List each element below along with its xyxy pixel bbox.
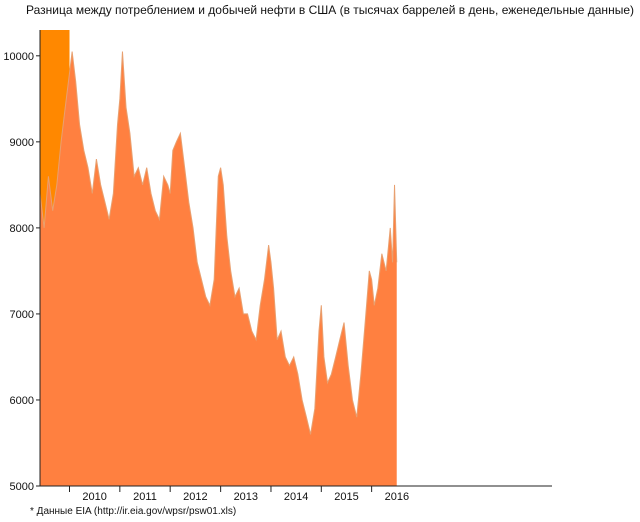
x-tick-label: 2010	[82, 491, 106, 503]
x-tick-label: 2012	[183, 491, 207, 503]
axis-layer: 5000 6000 7000 8000 9000 10000 2010 2011 2012 201…	[3, 30, 552, 503]
y-tick-label: 8000	[10, 223, 34, 235]
x-tick-label: 2014	[284, 491, 308, 503]
area-layer	[39, 51, 398, 487]
x-tick-label: 2011	[133, 491, 157, 503]
source-note: * Данные EIA (http://ir.eia.gov/wpsr/psw…	[30, 506, 237, 517]
x-tick-label: 2013	[234, 491, 258, 503]
y-tick-label: 7000	[10, 309, 34, 321]
y-tick-label: 10000	[3, 51, 34, 63]
x-tick-label: 2016	[385, 491, 409, 503]
x-tick-label: 2015	[334, 491, 358, 503]
y-tick-label: 9000	[10, 137, 34, 149]
series-line	[39, 51, 398, 435]
y-tick-label: 5000	[10, 481, 34, 493]
y-tick-label: 6000	[10, 395, 34, 407]
series-area	[40, 51, 397, 487]
chart-title: Разница между потреблением и добычей неф…	[26, 3, 634, 17]
